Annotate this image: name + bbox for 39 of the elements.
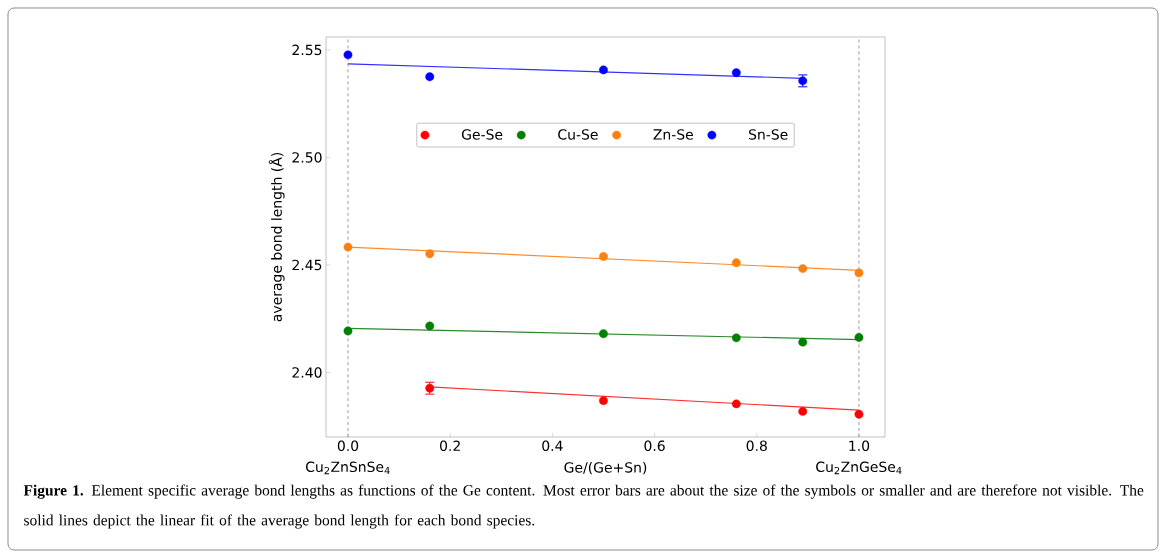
point (343, 326, 353, 336)
legend-label: Cu-Se (558, 129, 598, 140)
ref-line-label: Cu$_{2}$ZnSnSe$_{4}$ (306, 461, 390, 475)
point (425, 321, 435, 331)
point (599, 396, 608, 406)
y-tick-label: 2.50 (292, 152, 322, 163)
point (599, 252, 608, 261)
y-tick-label: 2.40 (292, 367, 322, 378)
point (798, 407, 808, 416)
x-tick-label: 0.0 (337, 440, 359, 452)
legend-label: Zn-Se (653, 129, 693, 140)
point (731, 68, 741, 78)
x-tick-label: 0.6 (644, 440, 665, 452)
ref-line-label: Cu$_{2}$ZnGeSe$_{4}$ (816, 461, 902, 475)
point (343, 50, 353, 60)
point (854, 268, 864, 278)
point (854, 333, 864, 342)
y-tick-label: 2.55 (292, 44, 322, 56)
point (798, 337, 808, 347)
point (343, 242, 353, 252)
point (731, 399, 741, 409)
point (731, 333, 741, 343)
point (731, 258, 741, 268)
y-tick-label: 2.45 (292, 259, 322, 271)
x-tick-label: 0.4 (542, 440, 563, 452)
text: Figure 1. Element specific average bond lengths as functions of the Ge content. Most error bars are about the size of the symbols or smaller and are therefore not visible. The solid lines depict the linear fit of the average bond length for each bond species. (23, 484, 1144, 529)
x-tick-label: 1.0 (849, 440, 870, 452)
legend-label: Ge-Se (461, 129, 503, 140)
x-tick-label: 0.2 (440, 440, 460, 452)
point (599, 329, 608, 339)
x-axis-title: Ge/(Ge+Sn) (564, 461, 647, 475)
x-tick-label: 0.8 (746, 440, 767, 452)
legend-label: Sn-Se (749, 129, 788, 140)
point (599, 65, 608, 75)
point (425, 72, 435, 82)
point (425, 249, 435, 259)
point (798, 264, 808, 274)
point (854, 409, 864, 419)
y-axis-title: average bond length (Å) (268, 153, 285, 322)
